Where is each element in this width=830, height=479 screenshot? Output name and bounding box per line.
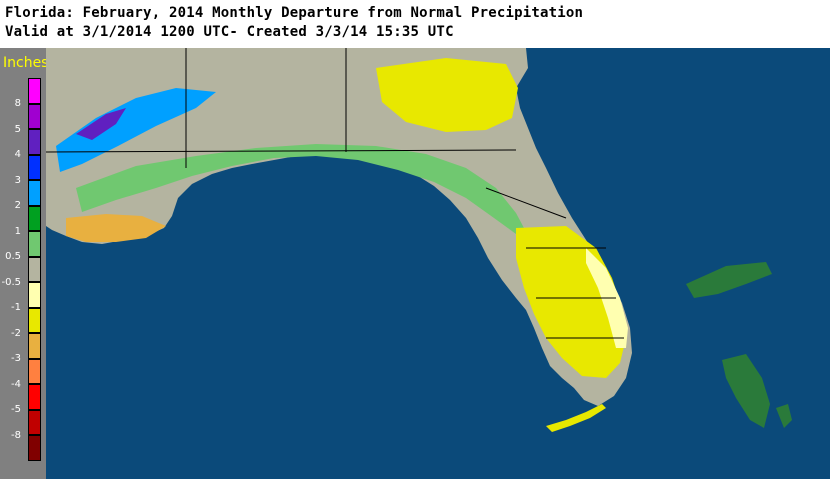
bahamas-island-1 <box>686 262 772 298</box>
legend-label: -4 <box>11 378 21 390</box>
map-subtitle: Valid at 3/1/2014 1200 UTC- Created 3/3/… <box>5 24 454 40</box>
bahamas-island-2 <box>722 354 770 428</box>
legend-swatch <box>28 256 41 282</box>
map-header: Florida: February, 2014 Monthly Departur… <box>0 0 830 48</box>
panhandle-wet-band <box>76 144 524 234</box>
mainland-land <box>46 48 632 406</box>
florida-keys <box>546 404 606 432</box>
boundary-lines <box>46 48 624 339</box>
legend-label: 4 <box>14 149 21 160</box>
legend-swatch <box>28 333 41 359</box>
legend-swatch <box>28 358 41 384</box>
alabama-very-wet-core <box>76 108 126 140</box>
legend-label: 8 <box>14 98 21 109</box>
legend-label: -3 <box>11 353 21 364</box>
legend-swatch <box>28 384 41 410</box>
legend-swatch <box>28 129 41 155</box>
legend-label: -1 <box>11 302 21 313</box>
georgia-dry-region <box>376 58 518 132</box>
precipitation-map <box>46 48 830 479</box>
legend-swatch <box>28 78 41 104</box>
legend-swatch <box>28 282 41 308</box>
legend-label: 3 <box>14 174 21 186</box>
legend-swatch <box>28 205 41 231</box>
legend-title: Inches <box>3 55 49 71</box>
legend-label: 5 <box>14 123 21 135</box>
legend-swatch <box>28 409 41 435</box>
map-title: Florida: February, 2014 Monthly Departur… <box>5 5 584 21</box>
alabama-wet-streak <box>56 88 216 172</box>
legend-label: 0.5 <box>5 251 21 262</box>
color-legend: Inches 8 5 4 3 2 1 0.5 -0.5 -1 -2 -3 -4 -5 -8 <box>0 48 49 479</box>
legend-swatch <box>28 154 41 180</box>
legend-label: -5 <box>11 404 21 415</box>
bahamas-island-3 <box>776 404 792 428</box>
legend-swatch <box>28 307 41 333</box>
legend-label: -2 <box>11 327 21 339</box>
mobile-bay-dry <box>66 214 166 242</box>
legend-label: -0.5 <box>1 276 21 288</box>
legend-label: 1 <box>14 225 21 237</box>
legend-swatch <box>28 435 41 461</box>
legend-label: -8 <box>11 429 21 441</box>
legend-label: 2 <box>14 200 21 211</box>
legend-swatch <box>28 180 41 206</box>
legend-swatch <box>28 103 41 129</box>
legend-swatch <box>28 231 41 257</box>
